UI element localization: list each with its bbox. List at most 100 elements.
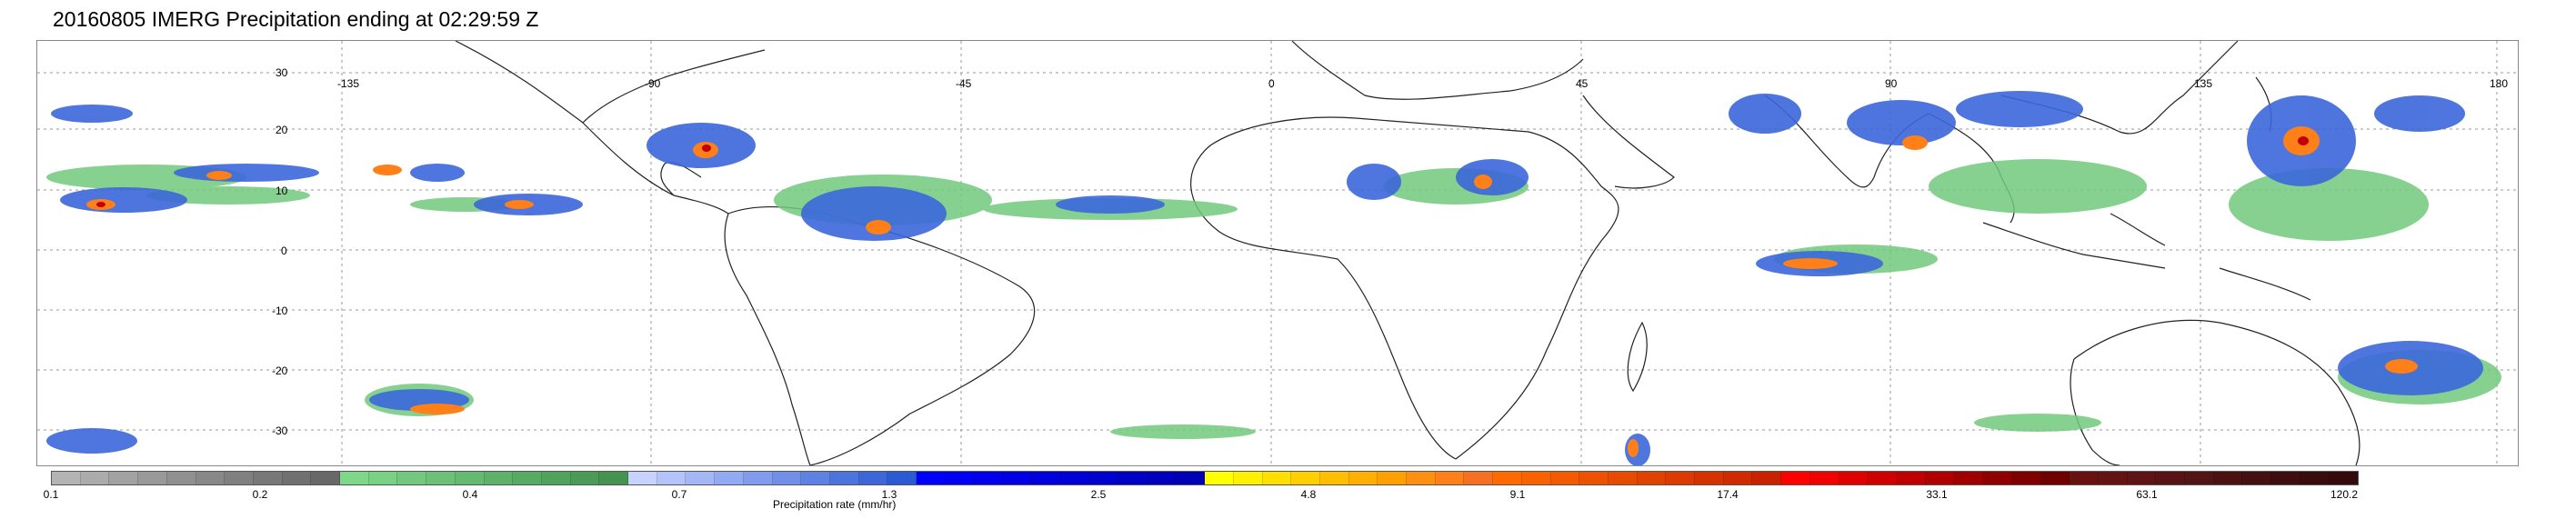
lat-label: -30 [272,424,288,437]
colorbar-tick: 0.4 [462,488,478,501]
colorbar-swatch [686,472,716,484]
colorbar-swatch [1118,472,1148,484]
colorbar-swatch [1695,472,1724,484]
colorbar-tick: 120.2 [2330,488,2359,501]
colorbar-swatch [1983,472,2012,484]
colorbar-swatch [1666,472,1696,484]
colorbar-swatch [1897,472,1926,484]
colorbar-swatch [2011,472,2041,484]
colorbar-swatch [80,472,110,484]
colorbar-swatch [974,472,1004,484]
colorbar-swatch [1060,472,1090,484]
colorbar-swatch [1147,472,1177,484]
lat-label: 10 [276,185,288,197]
colorbar-tick: 1.3 [881,488,897,501]
colorbar-swatch [715,472,744,484]
colorbar-swatch [2156,472,2186,484]
colorbar-swatch [455,472,485,484]
colorbar-swatch [1637,472,1667,484]
precipitation-fields [46,91,2501,465]
colorbar-swatch [541,472,571,484]
colorbar-swatch [1781,472,1810,484]
lon-label: 90 [1885,77,1898,90]
colorbar-swatch [2185,472,2214,484]
colorbar-swatch [397,472,427,484]
colorbar-swatch [1925,472,1955,484]
colorbar-swatch [1608,472,1638,484]
colorbar-swatch [2271,472,2300,484]
colorbar-swatch [1868,472,1897,484]
colorbar-swatch [772,472,802,484]
colorbar-swatch [1752,472,1782,484]
colorbar-tick: 0.2 [252,488,268,501]
lat-label: 0 [281,245,287,257]
colorbar-swatch [1348,472,1378,484]
colorbar-swatch [1003,472,1032,484]
colorbar-swatch [1176,472,1206,484]
colorbar-swatch [1233,472,1263,484]
colorbar-swatch [1319,472,1349,484]
colorbar-tick: 0.1 [43,488,59,501]
colorbar-swatch [2300,472,2330,484]
colorbar-swatch [1954,472,1984,484]
colorbar-swatch [801,472,830,484]
colorbar-swatch [426,472,456,484]
colorbar-swatch [1579,472,1609,484]
colorbar-tick: 9.1 [1509,488,1526,501]
colorbar-swatch [1723,472,1753,484]
colorbar-swatch [109,472,139,484]
lat-label: -10 [272,304,288,317]
colorbar-swatch [138,472,167,484]
colorbar-tick: 0.7 [671,488,687,501]
colorbar-tick: 17.4 [1717,488,1739,501]
colorbar-swatch [1809,472,1839,484]
lat-label: 20 [276,124,288,136]
colorbar-swatch [1521,472,1551,484]
colorbar-swatch [2242,472,2272,484]
colorbar-swatch [657,472,687,484]
colorbar-swatch [52,472,81,484]
lon-label: 45 [1576,77,1589,90]
colorbar-swatch [225,472,254,484]
colorbar-swatch [311,472,341,484]
lon-label: 0 [1268,77,1275,90]
lon-label: -45 [956,77,972,90]
colorbar-swatch [1407,472,1436,484]
colorbar-swatch [570,472,600,484]
lon-label: 180 [2490,77,2508,90]
colorbar-swatch [1205,472,1234,484]
colorbar-swatch [1839,472,1869,484]
colorbar-swatch [2070,472,2099,484]
colorbar-swatch [1262,472,1292,484]
colorbar-swatch [945,472,975,484]
colorbar-swatch [368,472,398,484]
colorbar-swatch [2213,472,2243,484]
colorbar-swatch [2329,472,2359,484]
colorbar-swatch [166,472,196,484]
map-canvas: -135 -90 -45 0 45 90 135 180 30 20 10 0 … [37,41,2518,465]
lon-label: -90 [645,77,661,90]
colorbar-tick: 33.1 [1926,488,1948,501]
colorbar-tick: 4.8 [1300,488,1317,501]
colorbar-swatch [1089,472,1119,484]
colorbar-swatch [2127,472,2157,484]
graticule-labels: -135 -90 -45 0 45 90 135 180 30 20 10 0 … [272,66,2508,437]
colorbar-swatch [1464,472,1494,484]
colorbar-tick: 63.1 [2136,488,2158,501]
colorbar-swatch [282,472,312,484]
colorbar-tick: 2.5 [1090,488,1107,501]
colorbar-label: Precipitation rate (mm/hr) [773,498,897,511]
colorbar-swatch [1291,472,1320,484]
lat-label: 30 [276,66,288,79]
colorbar-swatch [1031,472,1061,484]
colorbar-swatch [2098,472,2128,484]
colorbar-swatch [2040,472,2070,484]
colorbar-swatch [1435,472,1465,484]
colorbar-swatch [917,472,946,484]
colorbar-swatch [858,472,888,484]
colorbar-swatch [743,472,773,484]
colorbar-swatch [628,472,657,484]
colorbar [51,471,2359,485]
lon-label: 135 [2194,77,2212,90]
precipitation-map: -135 -90 -45 0 45 90 135 180 30 20 10 0 … [36,40,2519,466]
